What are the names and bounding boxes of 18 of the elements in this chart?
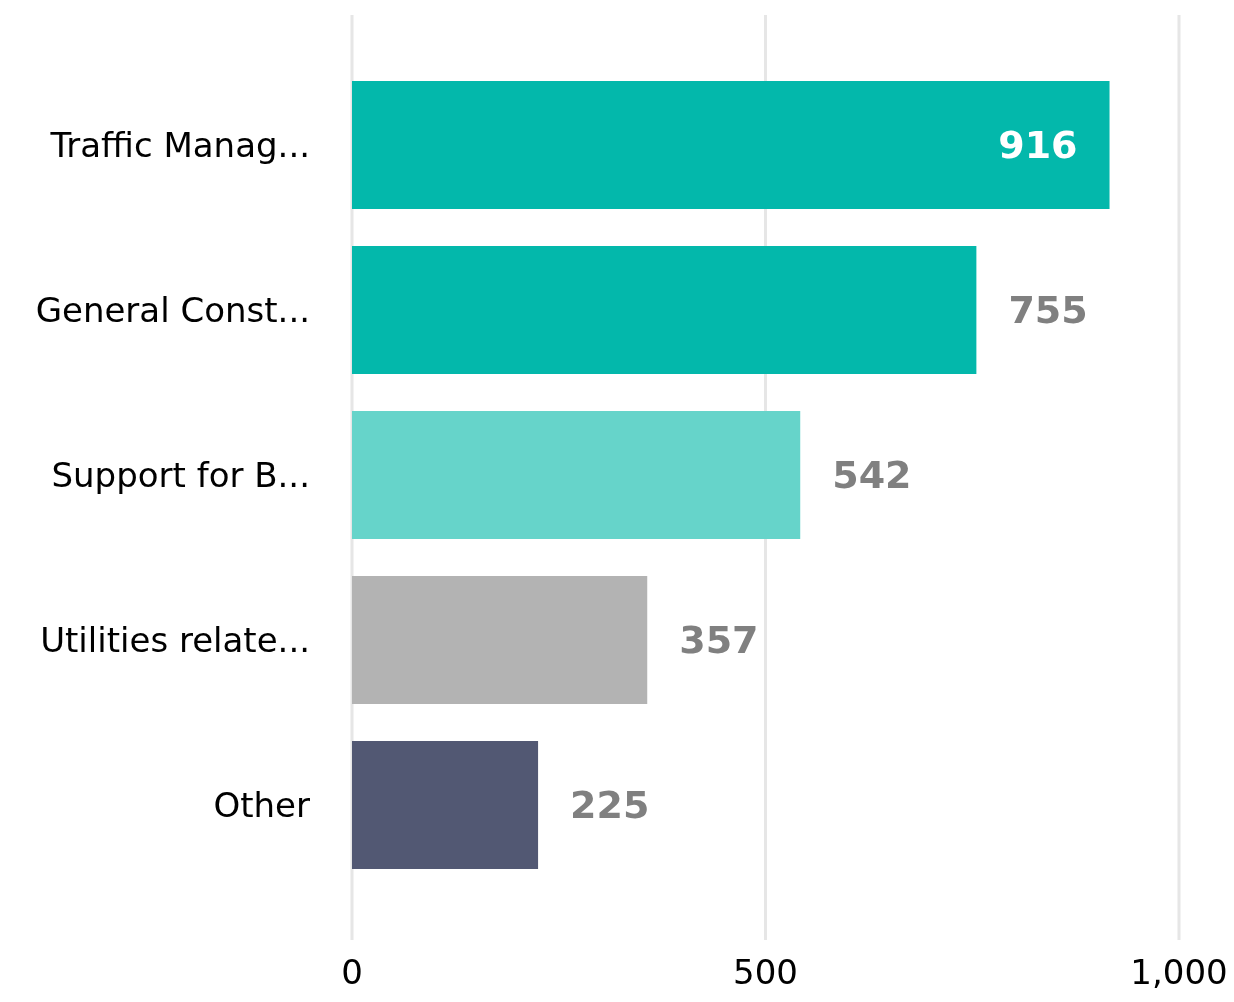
- y-tick-label: Other: [213, 784, 311, 825]
- data-label: 916: [998, 123, 1078, 167]
- data-label: 542: [832, 453, 912, 497]
- bar: [352, 81, 1110, 209]
- data-label: 225: [570, 783, 650, 827]
- bar: [352, 246, 977, 374]
- data-label: 357: [679, 618, 759, 662]
- x-tick-label: 500: [733, 952, 798, 993]
- y-tick-label: Support for B...: [51, 454, 310, 495]
- x-tick-label: 1,000: [1130, 952, 1228, 993]
- y-tick-label: Utilities relate...: [40, 619, 310, 660]
- y-tick-label: Traffic Manag...: [49, 124, 310, 165]
- bar: [352, 576, 648, 704]
- data-label: 755: [1008, 288, 1088, 332]
- x-tick-label: 0: [341, 952, 363, 993]
- bar: [352, 411, 801, 539]
- bar: [352, 741, 539, 869]
- y-tick-label: General Const...: [35, 289, 310, 330]
